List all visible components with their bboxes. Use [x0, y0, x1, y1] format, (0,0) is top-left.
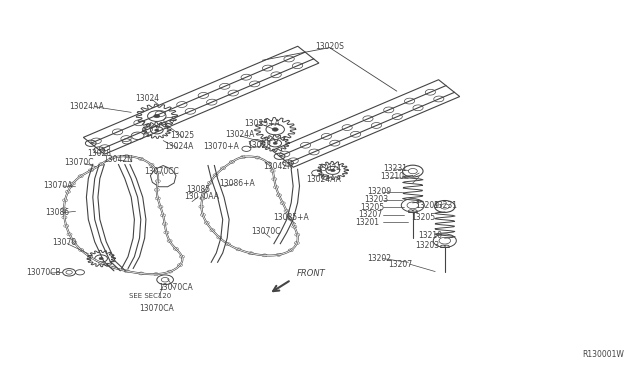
Text: 13070CA: 13070CA	[159, 283, 193, 292]
Circle shape	[155, 129, 159, 131]
Text: 13070C: 13070C	[64, 158, 93, 167]
Text: 13020S: 13020S	[315, 42, 344, 51]
Text: FRONT: FRONT	[296, 269, 325, 278]
Text: 13205: 13205	[412, 213, 436, 222]
Text: 13207: 13207	[358, 210, 382, 219]
Text: 13070CA: 13070CA	[140, 304, 174, 312]
Text: 13024AA: 13024AA	[69, 102, 104, 110]
Text: 13085: 13085	[186, 185, 211, 194]
Text: 13070AA: 13070AA	[184, 192, 219, 201]
Text: 13070: 13070	[52, 238, 76, 247]
Text: 13086: 13086	[45, 208, 70, 217]
Text: 13042N: 13042N	[104, 155, 133, 164]
Text: 13024: 13024	[135, 94, 159, 103]
Text: 13024A: 13024A	[164, 142, 194, 151]
Text: 13070CC: 13070CC	[145, 167, 179, 176]
Text: 13205: 13205	[360, 203, 385, 212]
Text: 13210: 13210	[418, 231, 442, 240]
Text: 13209: 13209	[415, 201, 440, 210]
Text: 13231: 13231	[433, 201, 457, 210]
Text: R130001W: R130001W	[582, 350, 624, 359]
Circle shape	[154, 114, 160, 118]
Text: 13024: 13024	[317, 164, 342, 173]
Text: 13203: 13203	[415, 241, 440, 250]
Text: 13085+A: 13085+A	[273, 213, 309, 222]
Circle shape	[99, 257, 103, 260]
Circle shape	[272, 128, 278, 131]
Text: 13070+A: 13070+A	[203, 142, 239, 151]
Text: 13024AA: 13024AA	[306, 175, 340, 184]
Circle shape	[273, 142, 277, 144]
Text: 13070A: 13070A	[43, 181, 72, 190]
Text: 13042N: 13042N	[264, 162, 293, 171]
Text: 13028: 13028	[247, 141, 271, 150]
Text: 13201: 13201	[355, 218, 379, 227]
Text: 13024A: 13024A	[225, 130, 255, 139]
Text: SEE SEC120: SEE SEC120	[129, 293, 172, 299]
Text: 13086+A: 13086+A	[219, 179, 255, 187]
Text: 13231: 13231	[383, 164, 408, 173]
Text: 13025: 13025	[170, 131, 195, 140]
Text: 13210: 13210	[380, 172, 404, 181]
Text: 13203: 13203	[364, 195, 388, 204]
Text: 13025+A: 13025+A	[244, 119, 280, 128]
Text: 13070C: 13070C	[251, 227, 280, 236]
Circle shape	[330, 169, 335, 172]
Text: 13202: 13202	[367, 254, 392, 263]
Text: 13207: 13207	[388, 260, 412, 269]
Text: 13070CB: 13070CB	[26, 268, 61, 277]
Text: 13209: 13209	[367, 187, 392, 196]
Text: 13028: 13028	[87, 149, 111, 158]
